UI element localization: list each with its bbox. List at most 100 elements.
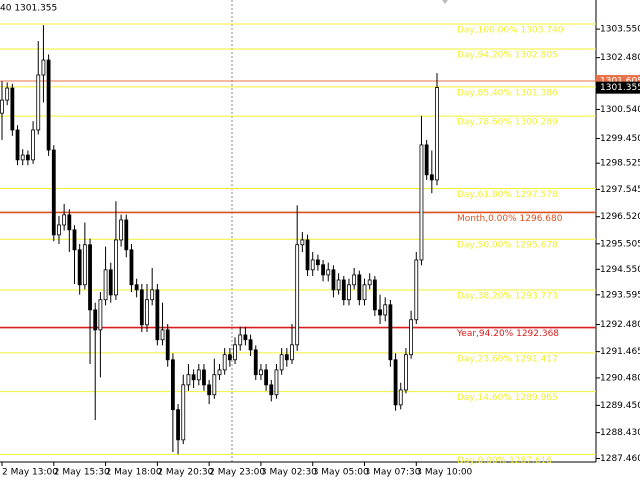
- level-label: Day,78.60% 1300.289: [457, 118, 558, 128]
- candle-body: [5, 87, 10, 101]
- level-label: Day,23.60% 1291.417: [457, 354, 558, 364]
- candle-body: [404, 354, 408, 391]
- y-tick-label: 1303.550: [600, 25, 640, 35]
- candle-body: [372, 279, 377, 311]
- candle-body: [352, 274, 357, 286]
- candle-body: [274, 369, 279, 396]
- current-price-label: 1301.355: [600, 83, 640, 93]
- y-tick-label: 1287.460: [600, 454, 640, 464]
- candle-body: [227, 354, 232, 361]
- candle-body: [82, 244, 87, 286]
- candle-body: [269, 384, 274, 396]
- x-tick-label: 2 May 18:00: [106, 468, 162, 478]
- candle-body: [435, 87, 439, 181]
- candle-body: [186, 374, 191, 386]
- candle-body: [264, 369, 269, 386]
- candle-body: [414, 259, 419, 321]
- y-tick-label: 1297.545: [600, 185, 640, 195]
- candle-body: [181, 384, 186, 441]
- candle-body: [129, 249, 134, 286]
- candle-body: [155, 289, 160, 341]
- header: 40 1301.355: [0, 4, 57, 14]
- level-label: Day,0.00% 1287.616: [457, 456, 552, 466]
- candle-body: [383, 304, 388, 316]
- y-tick-label: 1295.505: [600, 239, 640, 249]
- candle-body: [114, 239, 118, 296]
- candle-body: [388, 304, 393, 361]
- candle-body: [191, 374, 196, 381]
- candle-body: [103, 269, 108, 301]
- candle-body: [72, 229, 77, 251]
- candle-body: [124, 219, 129, 251]
- level-label: Day,50.00% 1295.678: [457, 241, 558, 251]
- y-tick-label: 1288.430: [600, 428, 640, 438]
- candle-body: [398, 389, 403, 406]
- x-tick-label: 2 May 23:00: [209, 468, 265, 478]
- price-line-label: 1301.605: [600, 77, 640, 87]
- candle-body: [93, 309, 98, 331]
- candle-body: [300, 239, 305, 246]
- candle-body: [419, 144, 424, 261]
- candle-body: [336, 279, 341, 291]
- candle-body: [36, 74, 41, 131]
- candle-body: [150, 289, 155, 301]
- level-label: Day,14.60% 1289.965: [457, 393, 558, 403]
- y-tick-label: 1291.465: [600, 347, 640, 357]
- candle-body: [233, 344, 237, 361]
- candle-body: [176, 409, 180, 441]
- y-tick-label: 1298.525: [600, 159, 640, 169]
- y-tick-label: 1300.540: [600, 105, 640, 115]
- candle-body: [424, 144, 429, 176]
- candle-body: [284, 354, 289, 361]
- y-tick-label: 1292.480: [600, 320, 640, 330]
- candle-body: [362, 284, 367, 301]
- candle-body: [119, 219, 124, 241]
- candle-body: [139, 289, 144, 326]
- candle-body: [77, 249, 82, 286]
- y-tick-label: 1289.450: [600, 401, 640, 411]
- candle-body: [10, 87, 15, 131]
- level-label: Day,100.00% 1303.740: [457, 26, 564, 36]
- y-tick-label: 1299.450: [600, 134, 640, 144]
- candle-body: [46, 59, 51, 151]
- candle-body: [243, 334, 248, 341]
- candle-body: [409, 319, 414, 356]
- candle-body: [57, 224, 61, 236]
- candle-body: [279, 354, 284, 371]
- candle-body: [347, 284, 351, 301]
- candle-body: [170, 359, 175, 411]
- candle-body: [98, 299, 103, 331]
- y-tick-label: 1294.550: [600, 265, 640, 275]
- candle-body: [134, 284, 139, 291]
- candle-body: [62, 214, 67, 226]
- candle-body: [51, 149, 56, 236]
- level-label: Month,0.00% 1296.680: [457, 214, 563, 224]
- candle-body: [321, 264, 325, 276]
- candle-body: [310, 259, 315, 271]
- candle-body: [305, 239, 310, 271]
- candle-body: [378, 309, 382, 316]
- candle-body: [429, 174, 434, 181]
- candle-body: [295, 244, 300, 346]
- candle-body: [41, 59, 46, 76]
- candle-body: [393, 359, 398, 406]
- candle-body: [290, 344, 294, 361]
- candle-body: [0, 99, 4, 114]
- candle-body: [145, 299, 149, 326]
- candle-body: [88, 244, 92, 311]
- level-label: Day,94.20% 1302.805: [457, 50, 558, 60]
- x-tick-label: 2 May 20:30: [157, 468, 213, 478]
- level-label: Year,94.20% 1292.368: [456, 329, 559, 339]
- level-label: Day,38.20% 1293.773: [457, 292, 558, 302]
- x-tick-label: 3 May 10:00: [416, 468, 472, 478]
- candle-body: [326, 269, 331, 276]
- candle-body: [315, 259, 320, 266]
- candle-body: [31, 129, 35, 161]
- candle-body: [165, 329, 170, 361]
- candle-body: [212, 374, 217, 396]
- x-tick-label: 2 May 13:00: [2, 468, 58, 478]
- candle-body: [253, 349, 258, 376]
- y-tick-label: 1290.480: [600, 373, 640, 383]
- candle-body: [15, 129, 20, 161]
- candle-body: [196, 369, 201, 381]
